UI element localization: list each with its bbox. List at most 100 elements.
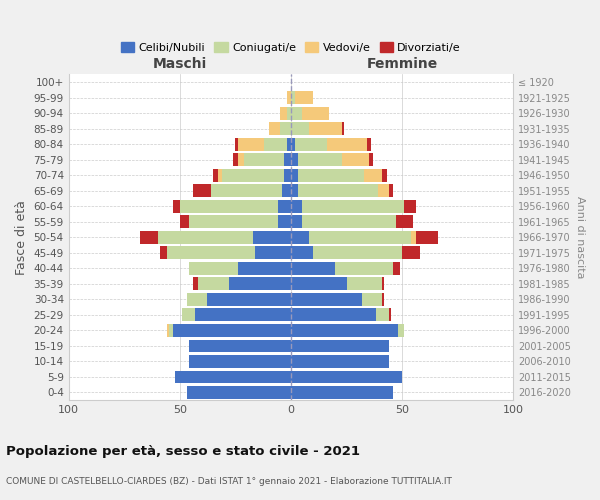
Bar bbox=[291, 231, 309, 243]
Bar bbox=[298, 169, 364, 181]
Bar bbox=[402, 246, 420, 259]
Bar bbox=[222, 169, 284, 181]
Bar bbox=[256, 246, 291, 259]
Bar bbox=[364, 169, 382, 181]
Y-axis label: Fasce di età: Fasce di età bbox=[15, 200, 28, 275]
Bar bbox=[302, 107, 329, 120]
Bar bbox=[180, 200, 278, 212]
Bar bbox=[326, 138, 367, 150]
Bar bbox=[158, 231, 253, 243]
Bar bbox=[291, 340, 389, 352]
Bar bbox=[389, 184, 394, 197]
Bar bbox=[291, 262, 335, 274]
Bar bbox=[335, 262, 394, 274]
Bar bbox=[411, 231, 416, 243]
Bar bbox=[313, 246, 402, 259]
Bar bbox=[309, 231, 411, 243]
Bar bbox=[298, 184, 378, 197]
Bar bbox=[291, 324, 398, 336]
Bar bbox=[193, 184, 211, 197]
Bar bbox=[238, 154, 244, 166]
Bar bbox=[233, 154, 238, 166]
Bar bbox=[398, 324, 404, 336]
Bar bbox=[180, 216, 189, 228]
Text: Femmine: Femmine bbox=[367, 58, 438, 71]
Bar bbox=[291, 92, 295, 104]
Bar bbox=[291, 355, 389, 368]
Y-axis label: Anni di nascita: Anni di nascita bbox=[575, 196, 585, 278]
Bar bbox=[287, 138, 291, 150]
Bar bbox=[187, 386, 291, 398]
Bar bbox=[416, 231, 438, 243]
Bar bbox=[238, 262, 291, 274]
Bar bbox=[291, 308, 376, 321]
Bar bbox=[291, 293, 362, 306]
Text: Maschi: Maschi bbox=[153, 58, 207, 71]
Bar bbox=[278, 216, 291, 228]
Bar bbox=[211, 184, 282, 197]
Bar bbox=[187, 293, 206, 306]
Bar bbox=[218, 169, 222, 181]
Bar bbox=[284, 169, 291, 181]
Bar bbox=[291, 122, 309, 135]
Bar bbox=[238, 138, 265, 150]
Bar bbox=[369, 154, 373, 166]
Text: Popolazione per età, sesso e stato civile - 2021: Popolazione per età, sesso e stato civil… bbox=[6, 445, 360, 458]
Bar bbox=[196, 308, 291, 321]
Bar bbox=[298, 154, 342, 166]
Bar bbox=[287, 107, 291, 120]
Bar bbox=[291, 138, 295, 150]
Bar bbox=[189, 340, 291, 352]
Bar bbox=[389, 308, 391, 321]
Bar bbox=[213, 169, 218, 181]
Bar bbox=[287, 92, 291, 104]
Bar bbox=[235, 138, 238, 150]
Bar bbox=[342, 154, 369, 166]
Bar bbox=[291, 184, 298, 197]
Bar bbox=[140, 231, 158, 243]
Bar bbox=[291, 370, 402, 383]
Bar bbox=[309, 122, 342, 135]
Bar bbox=[284, 154, 291, 166]
Bar bbox=[291, 386, 394, 398]
Bar bbox=[342, 122, 344, 135]
Bar bbox=[282, 184, 291, 197]
Bar bbox=[265, 138, 287, 150]
Bar bbox=[206, 293, 291, 306]
Bar bbox=[253, 231, 291, 243]
Bar bbox=[378, 184, 389, 197]
Bar bbox=[189, 355, 291, 368]
Bar bbox=[291, 107, 302, 120]
Bar bbox=[193, 278, 197, 290]
Legend: Celibi/Nubili, Coniugati/e, Vedovi/e, Divorziati/e: Celibi/Nubili, Coniugati/e, Vedovi/e, Di… bbox=[116, 38, 466, 58]
Bar bbox=[291, 216, 302, 228]
Bar bbox=[173, 200, 180, 212]
Bar bbox=[291, 200, 302, 212]
Text: COMUNE DI CASTELBELLO-CIARDES (BZ) - Dati ISTAT 1° gennaio 2021 - Elaborazione T: COMUNE DI CASTELBELLO-CIARDES (BZ) - Dat… bbox=[6, 478, 452, 486]
Bar bbox=[295, 138, 326, 150]
Bar bbox=[173, 324, 291, 336]
Bar bbox=[291, 246, 313, 259]
Bar bbox=[189, 262, 238, 274]
Bar bbox=[382, 169, 386, 181]
Bar bbox=[160, 246, 167, 259]
Bar bbox=[229, 278, 291, 290]
Bar bbox=[189, 216, 278, 228]
Bar bbox=[347, 278, 382, 290]
Bar bbox=[376, 308, 389, 321]
Bar bbox=[395, 216, 413, 228]
Bar bbox=[382, 278, 385, 290]
Bar bbox=[197, 278, 229, 290]
Bar bbox=[302, 216, 395, 228]
Bar bbox=[182, 308, 196, 321]
Bar bbox=[295, 92, 313, 104]
Bar bbox=[291, 154, 298, 166]
Bar bbox=[244, 154, 284, 166]
Bar bbox=[382, 293, 385, 306]
Bar bbox=[362, 293, 382, 306]
Bar bbox=[278, 200, 291, 212]
Bar bbox=[404, 200, 416, 212]
Bar bbox=[280, 122, 291, 135]
Bar bbox=[291, 169, 298, 181]
Bar bbox=[302, 200, 404, 212]
